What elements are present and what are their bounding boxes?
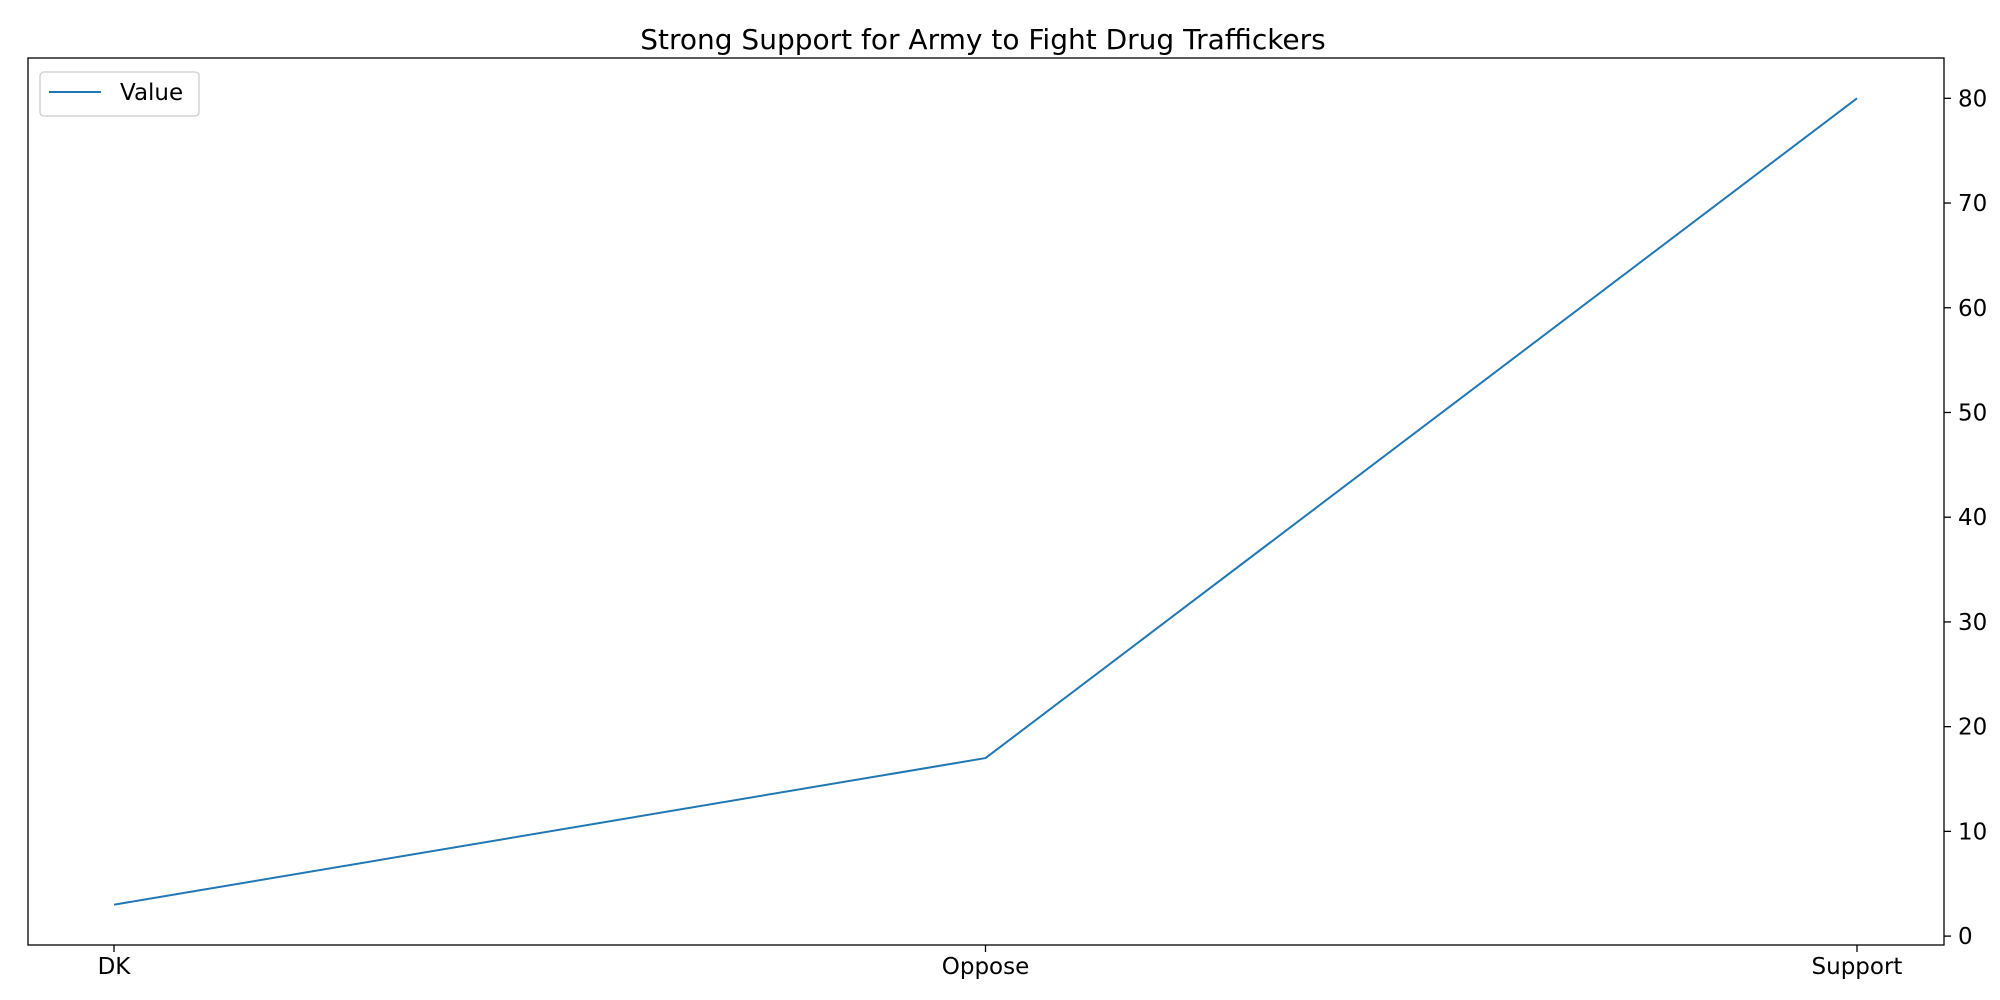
y-axis: 0 10 20 30 40 50 60 70 80 bbox=[1944, 86, 1987, 950]
chart-title: Strong Support for Army to Fight Drug Tr… bbox=[640, 23, 1326, 56]
y-tick-label: 70 bbox=[1958, 191, 1987, 217]
y-tick-label: 40 bbox=[1958, 505, 1987, 531]
x-axis: DK Oppose Support bbox=[98, 945, 1903, 980]
series-layer bbox=[113, 97, 1858, 906]
y-tick-label: 0 bbox=[1958, 924, 1973, 950]
x-tick-label: DK bbox=[98, 954, 132, 980]
y-tick-label: 10 bbox=[1958, 819, 1987, 845]
y-tick-label: 30 bbox=[1958, 610, 1987, 636]
y-tick-label: 20 bbox=[1958, 715, 1987, 741]
y-tick-label: 80 bbox=[1958, 86, 1987, 112]
x-tick-label: Oppose bbox=[942, 954, 1030, 980]
y-tick-label: 60 bbox=[1958, 296, 1987, 322]
legend-label: Value bbox=[120, 80, 183, 106]
x-tick-label: Support bbox=[1812, 954, 1903, 980]
y-tick-label: 50 bbox=[1958, 400, 1987, 426]
legend: Value bbox=[39, 71, 200, 117]
legend-box bbox=[39, 71, 200, 117]
